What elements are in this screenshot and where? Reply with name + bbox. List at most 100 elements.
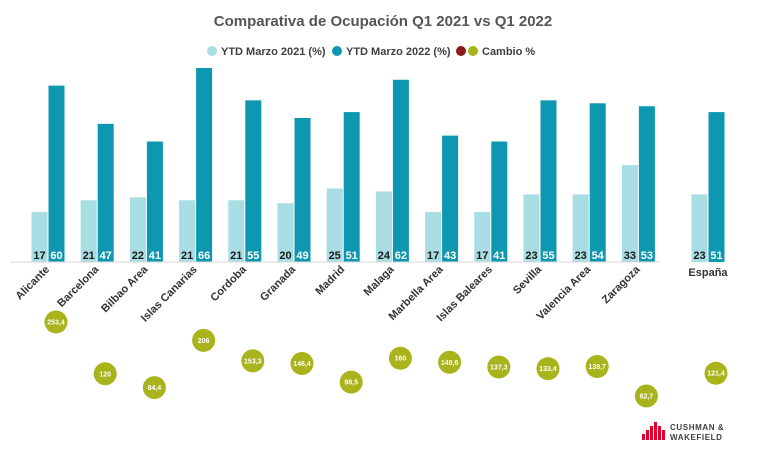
x-tick-label: Alicante	[13, 264, 52, 303]
data-label-2022: 41	[493, 250, 505, 262]
bar-2021	[277, 203, 294, 262]
legend-marker-change-red	[456, 46, 466, 56]
change-bubble-label-espana: 121,4	[707, 371, 725, 378]
data-label-2022: 60	[50, 250, 62, 262]
change-bubble-label: 146,4	[293, 361, 311, 368]
change-bubble	[192, 328, 216, 352]
bar-2021	[80, 200, 97, 262]
change-bubble	[536, 357, 560, 381]
bar-2021	[474, 212, 491, 262]
change-bubble-label: 62,7	[640, 394, 654, 401]
data-label-2022: 49	[296, 250, 308, 262]
legend-label-change: Cambio %	[482, 46, 535, 58]
change-bubble-label: 138,7	[588, 364, 606, 371]
data-label-2021: 24	[378, 250, 391, 262]
data-label-2022: 43	[444, 250, 456, 262]
brand-line-2: WAKEFIELD	[670, 433, 723, 442]
bar-2022	[540, 100, 557, 262]
legend-marker-2022	[332, 46, 342, 56]
data-label-2022: 53	[641, 250, 653, 262]
legend-label-2022: YTD Marzo 2022 (%)	[346, 46, 451, 58]
bar-2022	[146, 141, 163, 262]
data-label-2022: 47	[100, 250, 112, 262]
change-bubble	[290, 352, 314, 376]
data-label-2021: 17	[33, 250, 45, 262]
data-label-2021: 22	[132, 250, 144, 262]
legend-marker-2021	[207, 46, 217, 56]
bar-2021	[129, 197, 146, 262]
x-tick-label: Madrid	[313, 264, 347, 298]
change-bubble	[339, 370, 363, 394]
bar-2022	[491, 141, 508, 262]
data-label-2021: 33	[624, 250, 636, 262]
change-bubble	[241, 349, 265, 373]
change-bubble	[585, 355, 609, 379]
chart-title: Comparativa de Ocupación Q1 2021 vs Q1 2…	[214, 13, 553, 30]
change-bubble	[44, 310, 68, 334]
bar-2021	[228, 200, 245, 262]
data-label-2022: 41	[149, 250, 161, 262]
data-label-2022: 54	[592, 250, 605, 262]
brand-logo: CUSHMAN &WAKEFIELD	[642, 422, 724, 442]
data-label-2022: 51	[710, 250, 722, 262]
change-bubble-espana	[704, 361, 728, 385]
change-bubble-label: 133,4	[539, 366, 557, 373]
brand-mark-bar	[646, 430, 649, 440]
data-label-2022: 66	[198, 250, 210, 262]
change-bubble-label: 253,4	[47, 320, 65, 327]
brand-mark-bar	[650, 426, 653, 440]
bar-2022	[392, 79, 409, 263]
x-tick-label: Sevilla	[511, 263, 545, 297]
data-label-2021: 21	[83, 250, 95, 262]
legend-marker-change-green	[468, 46, 478, 56]
bar-2022	[638, 106, 655, 262]
change-bubble-label: 137,3	[490, 365, 508, 372]
data-label-2021: 20	[279, 250, 291, 262]
bar-2022	[245, 100, 262, 262]
bar-2021	[425, 212, 442, 262]
change-bubble-label: 206	[198, 338, 210, 345]
data-label-2021: 17	[476, 250, 488, 262]
bar-2021	[572, 194, 589, 262]
bar-2021	[621, 165, 638, 262]
legend: YTD Marzo 2021 (%) YTD Marzo 2022 (%) Camb…	[207, 46, 535, 58]
data-label-2021: 21	[230, 250, 242, 262]
bar-2022	[708, 112, 725, 262]
bars-layer: 17 60 21 47 22 41 21 66 21 55 20 49 25 51 24 62 17 43 17 41…	[31, 68, 725, 263]
brand-mark-bar	[642, 434, 645, 440]
change-bubble-label: 84,4	[148, 385, 162, 392]
change-bubble-label: 120	[99, 371, 111, 378]
brand-line-1: CUSHMAN &	[670, 423, 724, 432]
x-tick-label: Barcelona	[55, 263, 102, 310]
x-tick-label: Zaragoza	[600, 263, 643, 306]
x-tick-label: Bilbao Area	[99, 263, 151, 315]
bar-2022	[442, 135, 459, 262]
change-bubble	[634, 384, 658, 408]
brand-mark-bar	[658, 426, 661, 440]
data-label-2022: 55	[247, 250, 259, 262]
change-bubble-label: 98,5	[344, 380, 358, 387]
data-label-2022: 51	[346, 250, 358, 262]
change-bubble	[487, 355, 511, 379]
bar-2021	[31, 212, 48, 262]
data-label-2021: 17	[427, 250, 439, 262]
change-bubbles: 253,4 120 84,4 206 153,3 146,4 98,5 160 149,6 137…	[44, 310, 728, 408]
change-bubble-label: 153,3	[244, 358, 262, 365]
bar-2022	[589, 103, 606, 262]
data-label-2022: 62	[395, 250, 407, 262]
bar-2021	[375, 191, 392, 262]
data-label-2021: 23	[575, 250, 587, 262]
change-bubble-label: 149,6	[441, 360, 459, 367]
data-label-2021: 23	[693, 250, 705, 262]
x-tick-label: Cordoba	[208, 263, 249, 304]
data-label-2021: 25	[329, 250, 341, 262]
bar-2021	[326, 188, 343, 262]
bar-2021	[691, 194, 708, 262]
bar-2021	[523, 194, 540, 262]
change-bubble	[388, 346, 412, 370]
bar-2022	[294, 117, 311, 262]
data-label-2021: 23	[525, 250, 537, 262]
bar-2022	[196, 68, 213, 262]
legend-label-2021: YTD Marzo 2021 (%)	[221, 46, 326, 58]
